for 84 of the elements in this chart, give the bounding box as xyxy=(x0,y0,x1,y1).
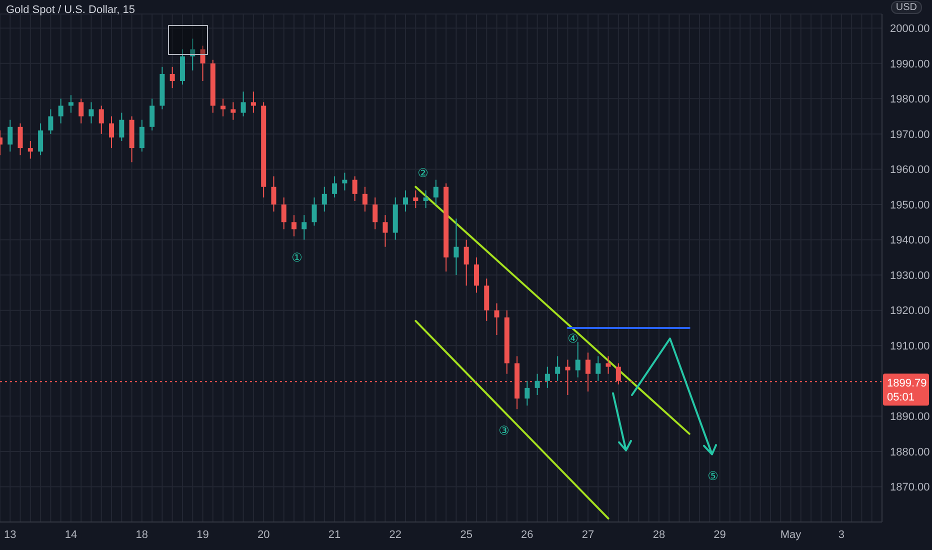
y-tick-label: 1980.00 xyxy=(890,94,930,106)
annotation: ④ xyxy=(568,332,578,346)
candlestick xyxy=(524,380,530,406)
x-tick-label: 19 xyxy=(196,528,209,541)
candlestick xyxy=(281,196,286,230)
x-tick-label: 26 xyxy=(521,528,534,541)
chart-title: Gold Spot / U.S. Dollar, 15 xyxy=(6,4,136,16)
candlestick xyxy=(190,38,196,71)
candlestick xyxy=(403,190,408,212)
x-tick-label: 27 xyxy=(582,528,594,541)
x-tick-label: 20 xyxy=(257,528,270,541)
candlestick xyxy=(109,116,114,149)
candlestick xyxy=(474,256,479,294)
annotation: ③ xyxy=(498,423,510,438)
candlestick xyxy=(18,122,23,156)
candlestick xyxy=(271,176,276,212)
candlestick xyxy=(342,172,348,191)
candlestick xyxy=(139,119,144,152)
x-tick-label: 22 xyxy=(389,528,402,541)
candlestick xyxy=(302,214,307,240)
candlestick xyxy=(312,196,317,226)
x-tick-label: 18 xyxy=(136,528,148,541)
x-tick-label: 28 xyxy=(652,528,666,541)
candlestick xyxy=(88,102,94,124)
y-tick-label: 1930.00 xyxy=(890,270,930,282)
candlestick xyxy=(58,98,64,124)
x-tick-label: 14 xyxy=(64,528,78,541)
x-tick-label: 29 xyxy=(714,528,726,541)
candlestick xyxy=(38,122,44,156)
y-tick-label: 1880.00 xyxy=(890,446,930,458)
annotation: ② xyxy=(418,166,428,180)
candlestick xyxy=(8,119,13,152)
y-axis-title: USD xyxy=(890,1,922,14)
candlestick xyxy=(98,105,104,134)
candlestick xyxy=(454,218,459,276)
x-tick-label: 25 xyxy=(460,528,472,541)
x-tick-label: 13 xyxy=(4,528,16,541)
candlestick xyxy=(606,356,611,374)
candlestick xyxy=(170,66,175,89)
annotation: ① xyxy=(292,250,302,264)
candlestick xyxy=(555,356,560,382)
candlestick xyxy=(352,176,358,202)
ref-line-label: 1899.79 xyxy=(887,378,927,390)
x-tick-label: May xyxy=(780,528,802,541)
candlestick xyxy=(382,214,388,248)
y-tick-label: 1950.00 xyxy=(890,199,930,212)
y-tick-label: 1890.00 xyxy=(890,411,930,424)
candlestick xyxy=(575,342,580,378)
y-tick-label: 2000.00 xyxy=(890,23,930,36)
candlestick xyxy=(292,214,296,237)
y-tick-label: 1870.00 xyxy=(890,482,930,494)
candlestick xyxy=(48,108,54,134)
candlestick xyxy=(596,356,601,382)
candlestick xyxy=(332,176,338,198)
y-tick-label: 1940.00 xyxy=(890,234,930,247)
candlestick xyxy=(534,373,540,396)
candlestick xyxy=(413,190,418,209)
candlestick xyxy=(78,98,84,124)
candlestick xyxy=(250,91,256,114)
y-tick-label: 1920.00 xyxy=(890,305,930,318)
candlestick xyxy=(220,98,226,117)
candlestick xyxy=(68,94,74,114)
x-tick-label: 3 xyxy=(838,528,845,541)
candlestick xyxy=(544,366,550,388)
candlestick xyxy=(372,196,378,230)
annotation: ⑤ xyxy=(708,469,718,484)
candlestick xyxy=(150,98,155,131)
candlestick xyxy=(119,112,124,142)
candlestick xyxy=(322,186,327,212)
y-tick-label: 1960.00 xyxy=(890,164,930,176)
text: 05:01 xyxy=(887,392,915,404)
y-tick-label: 1910.00 xyxy=(890,340,930,353)
y-tick-label: 1990.00 xyxy=(890,58,930,70)
candlestick xyxy=(240,91,246,117)
candlestick xyxy=(464,239,469,286)
candlestick xyxy=(433,179,438,205)
x-tick-label: 21 xyxy=(328,528,341,541)
candlestick xyxy=(362,186,368,212)
candlestick xyxy=(230,102,236,120)
y-tick-label: 1970.00 xyxy=(890,128,930,141)
candlestick xyxy=(28,140,33,160)
candlestick xyxy=(200,45,206,82)
candlestick xyxy=(423,190,428,209)
candlestick xyxy=(494,302,500,336)
